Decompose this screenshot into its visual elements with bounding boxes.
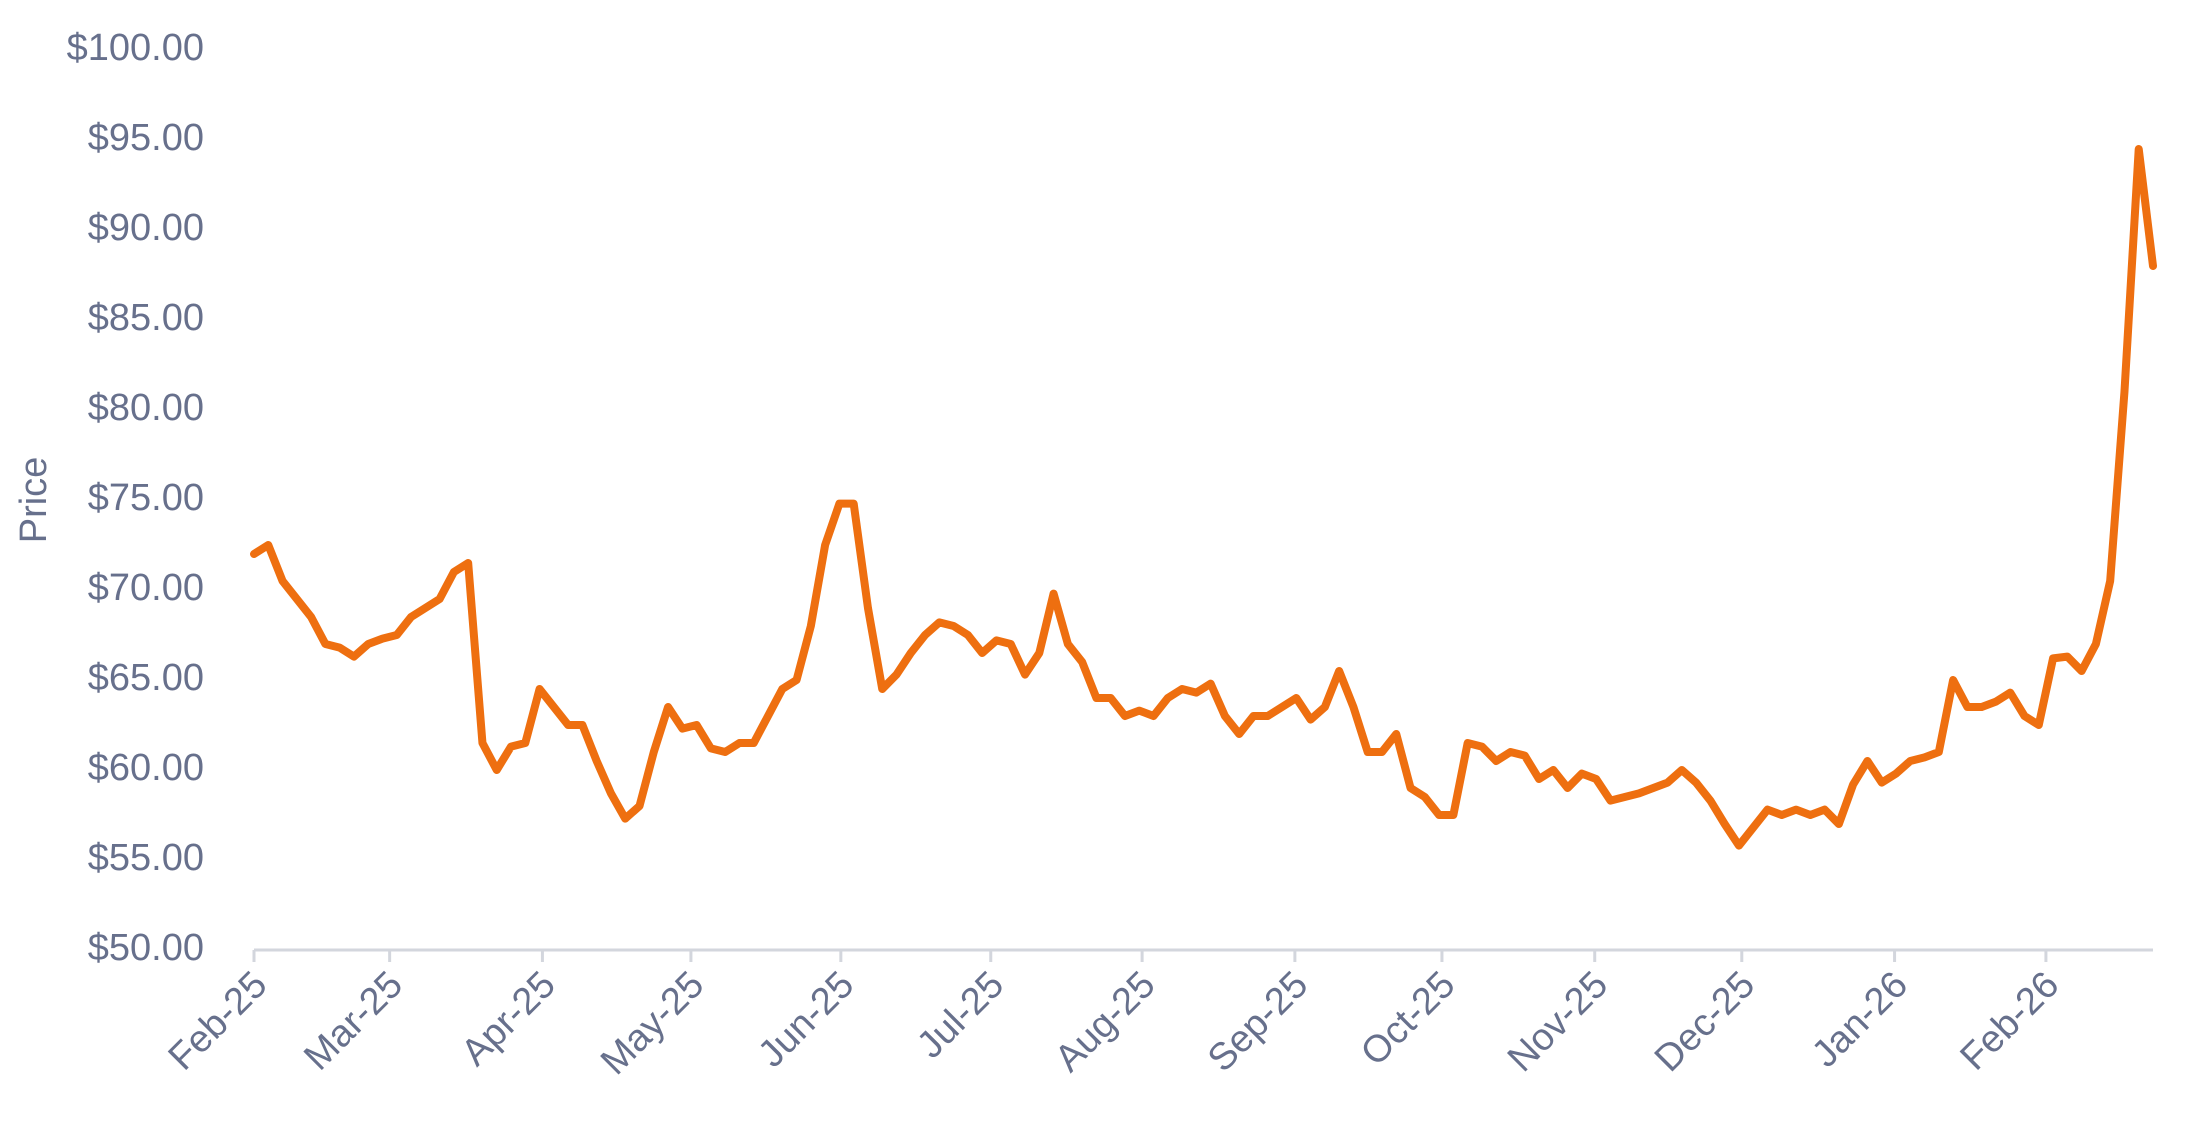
x-tick-label: Jan-26 — [1804, 964, 1916, 1076]
x-tick-label: Dec-25 — [1647, 964, 1763, 1080]
y-tick-label: $65.00 — [88, 657, 204, 699]
x-tick-label: Apr-25 — [454, 964, 564, 1074]
y-tick-label: $55.00 — [88, 837, 204, 879]
y-tick-label: $85.00 — [88, 297, 204, 339]
y-tick-label: $95.00 — [88, 117, 204, 159]
y-tick-label: $90.00 — [88, 207, 204, 249]
y-tick-label: $75.00 — [88, 477, 204, 519]
x-tick-label: Jul-25 — [909, 964, 1012, 1067]
y-tick-label: $100.00 — [67, 27, 204, 69]
y-tick-label: $60.00 — [88, 747, 204, 789]
x-tick-label: May-25 — [593, 964, 712, 1083]
x-tick-label: Nov-25 — [1500, 964, 1616, 1080]
x-tick-label: Sep-25 — [1200, 964, 1316, 1080]
y-tick-label: $50.00 — [88, 927, 204, 969]
x-tick-label: Aug-25 — [1047, 964, 1163, 1080]
x-tick-label: Oct-25 — [1353, 964, 1463, 1074]
x-tick-label: Feb-26 — [1953, 964, 2068, 1079]
y-axis-title: Price — [13, 457, 55, 544]
y-tick-label: $80.00 — [88, 387, 204, 429]
x-tick-label: Jun-25 — [750, 964, 862, 1076]
y-tick-label: $70.00 — [88, 567, 204, 609]
x-tick-label: Feb-25 — [161, 964, 276, 1079]
x-tick-label: Mar-25 — [296, 964, 411, 1079]
price-line — [250, 145, 2157, 850]
